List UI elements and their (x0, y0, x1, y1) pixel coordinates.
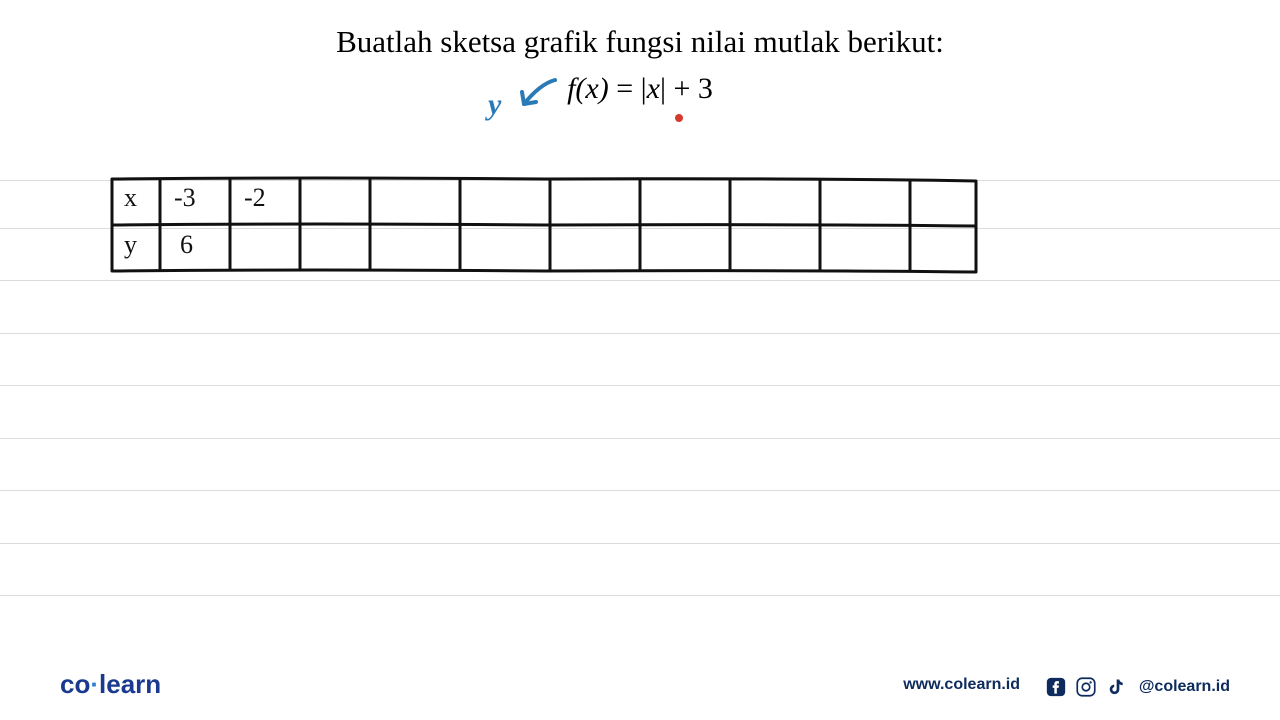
social-handle: @colearn.id (1139, 678, 1230, 696)
pointer-dot (675, 114, 683, 122)
ruled-line (0, 280, 1280, 281)
ruled-line (0, 385, 1280, 386)
table-row-header: x (124, 183, 137, 213)
table-cell: -3 (174, 183, 196, 213)
table-cell: 6 (180, 230, 193, 260)
ruled-line (0, 438, 1280, 439)
instagram-icon (1075, 676, 1097, 698)
footer: co·learn www.colearn.id @colearn.id (0, 660, 1280, 700)
equation-eq: = (609, 72, 641, 105)
logo-learn: learn (99, 669, 161, 699)
value-table: x -3 -2 y 6 (110, 175, 980, 275)
annotation-y-label: y (488, 88, 501, 122)
footer-url: www.colearn.id (903, 676, 1020, 694)
logo-co: co (60, 669, 90, 699)
equation-plus: + 3 (666, 72, 713, 105)
ruled-line (0, 490, 1280, 491)
table-cell: -2 (244, 183, 266, 213)
tiktok-icon (1105, 676, 1127, 698)
abs-var: x (647, 72, 660, 105)
ruled-line (0, 543, 1280, 544)
ruled-line (0, 333, 1280, 334)
annotation-arrow-icon (510, 72, 570, 122)
worksheet-canvas: Buatlah sketsa grafik fungsi nilai mutla… (0, 0, 1280, 720)
ruled-line (0, 595, 1280, 596)
equation-lhs: f(x) (567, 72, 609, 105)
logo-dot: · (90, 669, 99, 699)
equation: f(x) = |x| + 3 (0, 72, 1280, 106)
table-row-header: y (124, 230, 137, 260)
problem-title: Buatlah sketsa grafik fungsi nilai mutla… (0, 24, 1280, 60)
facebook-icon (1045, 676, 1067, 698)
brand-logo: co·learn (60, 669, 161, 700)
social-icons: @colearn.id (1045, 676, 1230, 698)
